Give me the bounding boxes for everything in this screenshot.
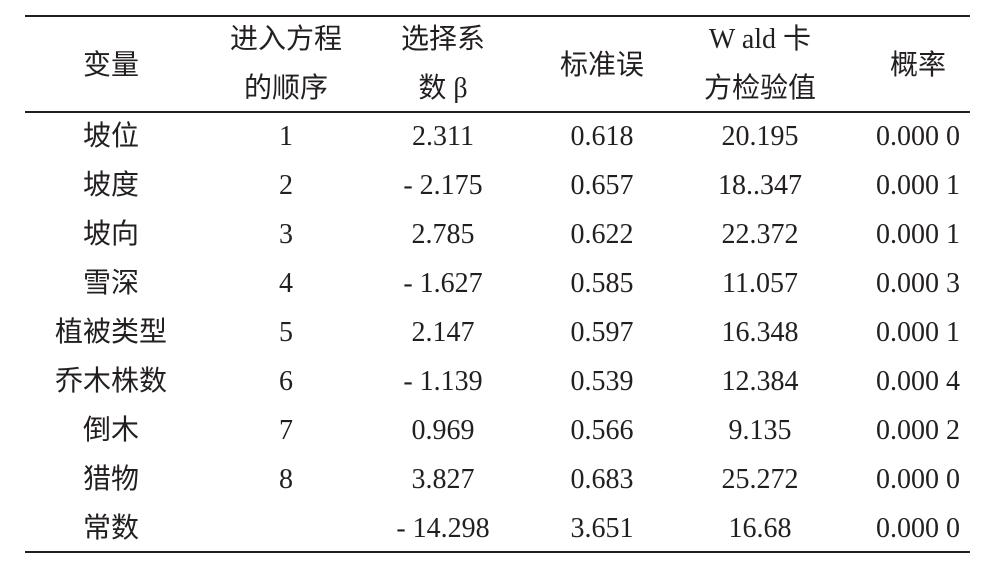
table-cell: 2.311 [412, 121, 474, 152]
header-cell: 概率 [889, 50, 947, 81]
table-cell: 4 [279, 268, 293, 299]
table-cell: - 2.175 [403, 170, 483, 201]
table-cell: 25.272 [721, 464, 799, 495]
table-cell: - 1.627 [403, 268, 483, 299]
table-cell: 坡向 [82, 219, 140, 250]
header-cell: 的顺序 [243, 73, 329, 104]
header-cell: 选择系 [400, 24, 486, 55]
table-cell: 8 [279, 464, 293, 495]
table-cell: 22.372 [721, 219, 799, 250]
table-cell: 0.000 3 [876, 268, 960, 299]
table-cell: 0.683 [570, 464, 634, 495]
table-cell: 2.785 [411, 219, 475, 250]
table-cell: 0.000 1 [876, 219, 960, 250]
table-cell: - 1.139 [403, 366, 483, 397]
table-cell: 坡位 [82, 121, 140, 152]
table-cell: 16.348 [721, 317, 799, 348]
header-cell: 标准误 [559, 50, 645, 81]
table-cell: 16.68 [728, 513, 792, 544]
header-cell: 方检验值 [703, 73, 817, 104]
table-cell: - 14.298 [396, 513, 490, 544]
table-cell: 0.539 [570, 366, 634, 397]
table-cell: 0.618 [570, 121, 634, 152]
table-cell: 12.384 [721, 366, 799, 397]
header-cell: 变量 [82, 50, 140, 81]
table-cell: 0.000 0 [876, 121, 960, 152]
table-cell: 0.000 1 [876, 170, 960, 201]
table-cell: 3.827 [411, 464, 475, 495]
table-cell: 0.597 [570, 317, 634, 348]
table-cell: 0.622 [570, 219, 634, 250]
table-cell: 0.566 [570, 415, 634, 446]
table-cell: 3.651 [570, 513, 634, 544]
table-cell: 0.000 0 [876, 464, 960, 495]
table-cell: 0.000 0 [876, 513, 960, 544]
table-cell: 0.000 4 [876, 366, 960, 397]
table-cell: 7 [279, 415, 293, 446]
top-rule [25, 15, 970, 17]
table-cell: 猎物 [82, 464, 140, 495]
table-cell: 雪深 [82, 268, 140, 299]
table-cell: 倒木 [82, 415, 140, 446]
header-cell: 数 β [418, 73, 468, 104]
table-cell: 9.135 [728, 415, 792, 446]
table-cell: 3 [279, 219, 293, 250]
table-cell: 18..347 [718, 170, 802, 201]
table-cell: 坡度 [82, 170, 140, 201]
table-cell: 5 [279, 317, 293, 348]
table-cell: 1 [279, 121, 293, 152]
table-cell: 20.195 [721, 121, 799, 152]
bottom-rule [25, 551, 970, 553]
table-cell: 0.585 [570, 268, 634, 299]
table-cell: 11.057 [722, 268, 798, 299]
table-cell: 2 [279, 170, 293, 201]
table-cell: 常数 [82, 513, 140, 544]
table-cell: 0.000 1 [876, 317, 960, 348]
table-cell: 乔木株数 [54, 366, 168, 397]
table-cell: 6 [279, 366, 293, 397]
header-cell: W ald 卡 [708, 24, 812, 55]
header-rule [25, 111, 970, 113]
table-cell: 0.657 [570, 170, 634, 201]
table-cell: 植被类型 [54, 317, 168, 348]
header-cell: 进入方程 [229, 24, 343, 55]
table-cell: 0.000 2 [876, 415, 960, 446]
table-cell: 2.147 [411, 317, 475, 348]
table-cell: 0.969 [411, 415, 475, 446]
